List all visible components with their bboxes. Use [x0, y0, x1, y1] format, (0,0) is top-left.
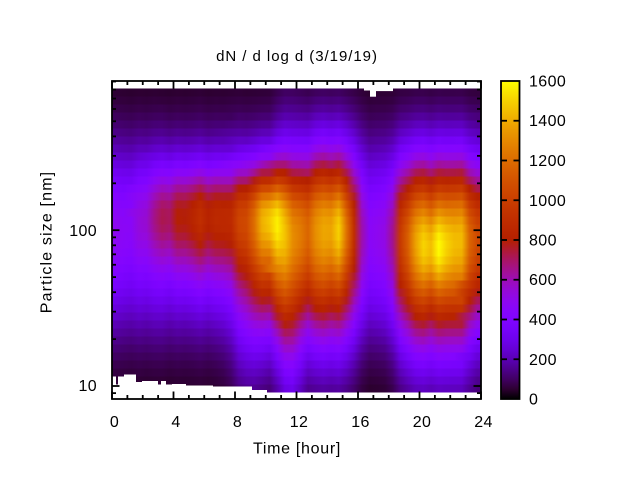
svg-text:0: 0 — [529, 392, 538, 409]
svg-text:16: 16 — [351, 414, 370, 431]
svg-text:1600: 1600 — [529, 74, 566, 91]
svg-text:8: 8 — [233, 414, 242, 431]
svg-text:0: 0 — [110, 414, 119, 431]
svg-text:4: 4 — [171, 414, 180, 431]
svg-text:24: 24 — [474, 414, 493, 431]
svg-text:1400: 1400 — [529, 113, 566, 130]
svg-text:Time [hour]: Time [hour] — [253, 441, 341, 458]
svg-text:200: 200 — [529, 352, 557, 369]
svg-text:600: 600 — [529, 272, 557, 289]
svg-text:12: 12 — [290, 414, 309, 431]
svg-text:Particle size [nm]: Particle size [nm] — [39, 171, 56, 314]
svg-text:400: 400 — [529, 312, 557, 329]
svg-text:dN / d log d (3/19/19): dN / d log d (3/19/19) — [216, 48, 378, 65]
svg-text:20: 20 — [413, 414, 432, 431]
svg-text:10: 10 — [79, 378, 98, 395]
svg-text:100: 100 — [69, 223, 97, 240]
svg-text:800: 800 — [529, 233, 557, 250]
svg-text:1200: 1200 — [529, 153, 566, 170]
svg-text:1000: 1000 — [529, 193, 566, 210]
